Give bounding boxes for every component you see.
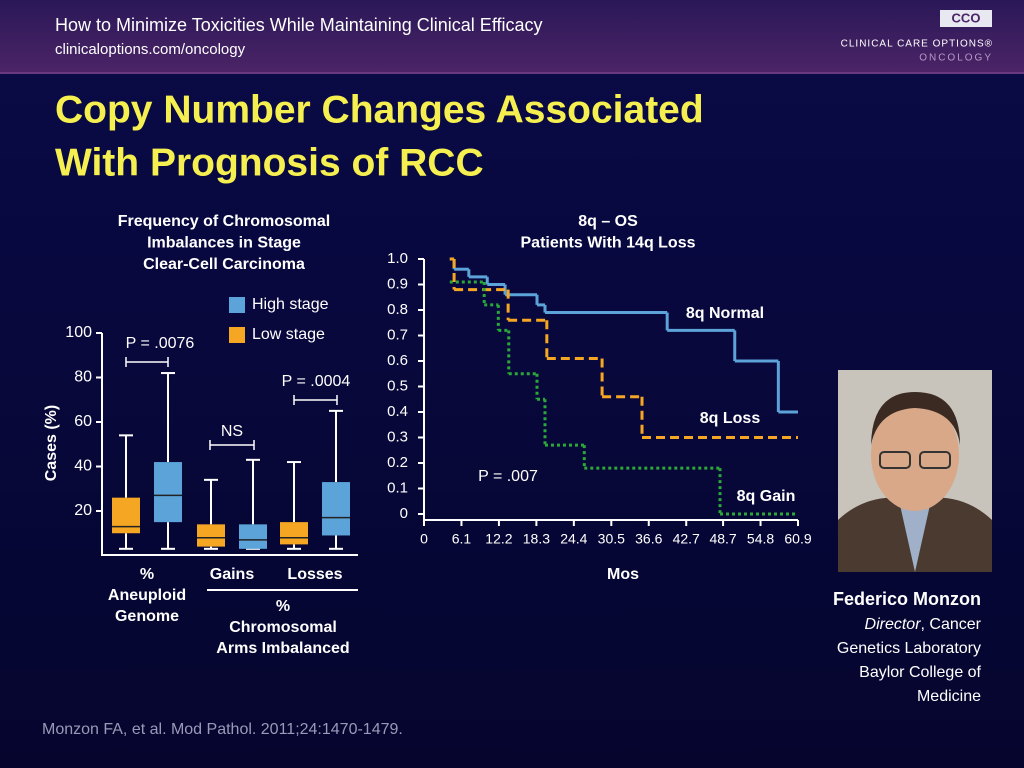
x-tick-label: % Aneuploid Genome bbox=[107, 566, 187, 625]
legend-swatch bbox=[229, 327, 245, 343]
chart-title: Clear-Cell Carcinoma bbox=[143, 256, 305, 273]
y-tick-label: 0 bbox=[400, 505, 408, 522]
x-tick-label: Losses bbox=[287, 566, 343, 583]
annotation: P = .007 bbox=[478, 468, 538, 485]
x-tick-label: 42.7 bbox=[673, 531, 700, 547]
legend-swatch bbox=[229, 297, 245, 313]
presenter-role: Director bbox=[865, 616, 922, 633]
presenter-affiliation: Medicine bbox=[917, 688, 981, 705]
slide-title: With Prognosis of RCC bbox=[55, 141, 484, 184]
presenter-line: Director, Cancer bbox=[865, 616, 982, 633]
box bbox=[197, 524, 225, 547]
logo-box bbox=[940, 10, 992, 27]
bracket bbox=[209, 440, 255, 450]
box bbox=[280, 522, 308, 545]
y-axis-label: Cases (%) bbox=[43, 405, 60, 481]
header-title: How to Minimize Toxicities While Maintai… bbox=[55, 15, 543, 35]
x-tick-label: 60.9 bbox=[784, 531, 811, 547]
x-tick-label: 54.8 bbox=[747, 531, 774, 547]
y-tick-label: 20 bbox=[74, 502, 92, 519]
x-tick-label: 6.1 bbox=[452, 531, 472, 547]
x-tick-label: 48.7 bbox=[709, 531, 736, 547]
photo-hair bbox=[871, 392, 960, 445]
photo bbox=[838, 370, 992, 572]
box bbox=[112, 497, 140, 534]
box bbox=[154, 462, 182, 523]
brand-sub: ONCOLOGY bbox=[919, 53, 993, 64]
y-tick-label: 0.5 bbox=[387, 377, 408, 394]
y-tick-label: 0.1 bbox=[387, 479, 408, 496]
header-rule bbox=[0, 72, 1024, 74]
presenter-affiliation: , Cancer bbox=[921, 616, 982, 633]
x-tick-label: Gains bbox=[209, 566, 255, 583]
x-tick-label: 0 bbox=[420, 531, 428, 547]
y-tick-label: 0.9 bbox=[387, 275, 408, 292]
annotation: P = .0076 bbox=[126, 335, 195, 352]
presenter-affiliation: Baylor College of bbox=[859, 664, 981, 681]
bracket bbox=[293, 395, 338, 405]
slide-title: Copy Number Changes Associated bbox=[55, 88, 704, 131]
y-tick-label: 0.8 bbox=[387, 301, 408, 318]
x-axis-label: Mos bbox=[607, 566, 639, 583]
series-label: 8q Normal bbox=[686, 305, 764, 322]
legend-label: Low stage bbox=[252, 326, 325, 343]
photo-face bbox=[871, 399, 959, 511]
brand: CLINICAL CARE OPTIONS® bbox=[841, 39, 993, 50]
y-tick-label: 0.3 bbox=[387, 428, 408, 445]
group-label: % Chromosomal Arms Imbalanced bbox=[216, 598, 350, 657]
presenter-name: Federico Monzon bbox=[833, 589, 981, 609]
logo: CCO bbox=[952, 10, 981, 25]
photo-shirt bbox=[900, 505, 930, 572]
y-tick-label: 80 bbox=[74, 369, 92, 386]
y-tick-label: 100 bbox=[65, 324, 92, 341]
header-bar bbox=[0, 0, 1024, 72]
box bbox=[322, 482, 350, 536]
photo-glasses bbox=[879, 451, 911, 469]
y-tick-label: 60 bbox=[74, 413, 92, 430]
chart-title: Imbalances in Stage bbox=[147, 235, 301, 252]
x-tick-label: 12.2 bbox=[485, 531, 512, 547]
citation: Monzon FA, et al. Mod Pathol. 2011;24:14… bbox=[42, 721, 403, 738]
bracket bbox=[125, 357, 169, 367]
box bbox=[239, 524, 267, 549]
y-tick-label: 1.0 bbox=[387, 250, 408, 267]
chart-title: Frequency of Chromosomal bbox=[118, 213, 330, 230]
y-tick-label: 0.2 bbox=[387, 454, 408, 471]
series-label: 8q Loss bbox=[700, 410, 761, 427]
legend-label: High stage bbox=[252, 296, 329, 313]
y-tick-label: 40 bbox=[74, 458, 92, 475]
chart-title: Patients With 14q Loss bbox=[521, 235, 696, 252]
presenter-affiliation: Genetics Laboratory bbox=[837, 640, 981, 657]
x-tick-label: 24.4 bbox=[560, 531, 587, 547]
header-url: clinicaloptions.com/oncology bbox=[55, 41, 246, 58]
y-tick-label: 0.6 bbox=[387, 352, 408, 369]
x-tick-label: 36.6 bbox=[635, 531, 662, 547]
annotation: P = .0004 bbox=[282, 373, 351, 390]
chart-title: 8q – OS bbox=[578, 213, 638, 230]
photo-glasses bbox=[919, 451, 951, 469]
annotation: NS bbox=[221, 423, 243, 440]
x-tick-label: 30.5 bbox=[598, 531, 625, 547]
y-tick-label: 0.4 bbox=[387, 403, 408, 420]
x-tick-label: 18.3 bbox=[523, 531, 550, 547]
series-label: 8q Gain bbox=[737, 488, 796, 505]
y-tick-label: 0.7 bbox=[387, 326, 408, 343]
